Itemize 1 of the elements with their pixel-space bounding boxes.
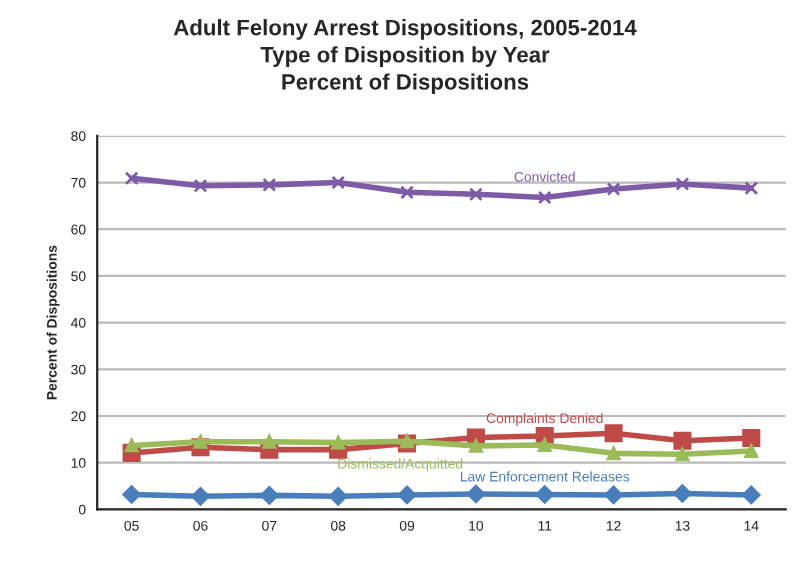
chart-title: Adult Felony Arrest Dispositions, 2005-2014 Type of Disposition by Year Percent of Dispositions <box>173 19 637 95</box>
